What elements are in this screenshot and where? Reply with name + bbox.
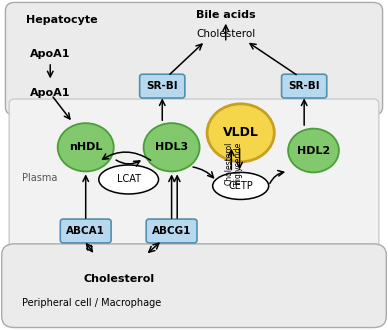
FancyBboxPatch shape	[140, 74, 185, 98]
Text: SR-BI: SR-BI	[288, 81, 320, 91]
Ellipse shape	[99, 165, 159, 194]
Text: Hepatocyte: Hepatocyte	[26, 15, 98, 25]
Text: Cholesterol: Cholesterol	[84, 274, 155, 284]
Text: HDL2: HDL2	[297, 146, 330, 155]
Text: ABCA1: ABCA1	[66, 226, 105, 236]
FancyBboxPatch shape	[60, 219, 111, 243]
Text: Peripheral cell / Macrophage: Peripheral cell / Macrophage	[22, 298, 161, 308]
Circle shape	[288, 129, 339, 172]
Text: VLDL: VLDL	[223, 126, 259, 139]
FancyBboxPatch shape	[9, 99, 379, 260]
Text: ABCG1: ABCG1	[152, 226, 191, 236]
Text: Plasma: Plasma	[22, 173, 57, 183]
Circle shape	[144, 123, 199, 172]
FancyBboxPatch shape	[2, 244, 386, 328]
Ellipse shape	[213, 172, 268, 199]
Circle shape	[207, 104, 274, 162]
Text: HDL3: HDL3	[155, 142, 188, 152]
Text: CETP: CETP	[228, 181, 253, 191]
Circle shape	[58, 123, 114, 172]
Text: nHDL: nHDL	[69, 142, 102, 152]
Text: ApoA1: ApoA1	[30, 49, 71, 59]
Text: ApoA1: ApoA1	[30, 87, 71, 98]
FancyBboxPatch shape	[282, 74, 327, 98]
Text: Cholesterol: Cholesterol	[196, 29, 255, 39]
FancyBboxPatch shape	[5, 2, 383, 115]
Text: LCAT: LCAT	[117, 175, 141, 184]
FancyBboxPatch shape	[146, 219, 197, 243]
Text: Cholesterol: Cholesterol	[225, 142, 234, 185]
Text: Triglyceride: Triglyceride	[234, 141, 242, 185]
Text: Bile acids: Bile acids	[196, 10, 256, 20]
Text: SR-BI: SR-BI	[146, 81, 178, 91]
